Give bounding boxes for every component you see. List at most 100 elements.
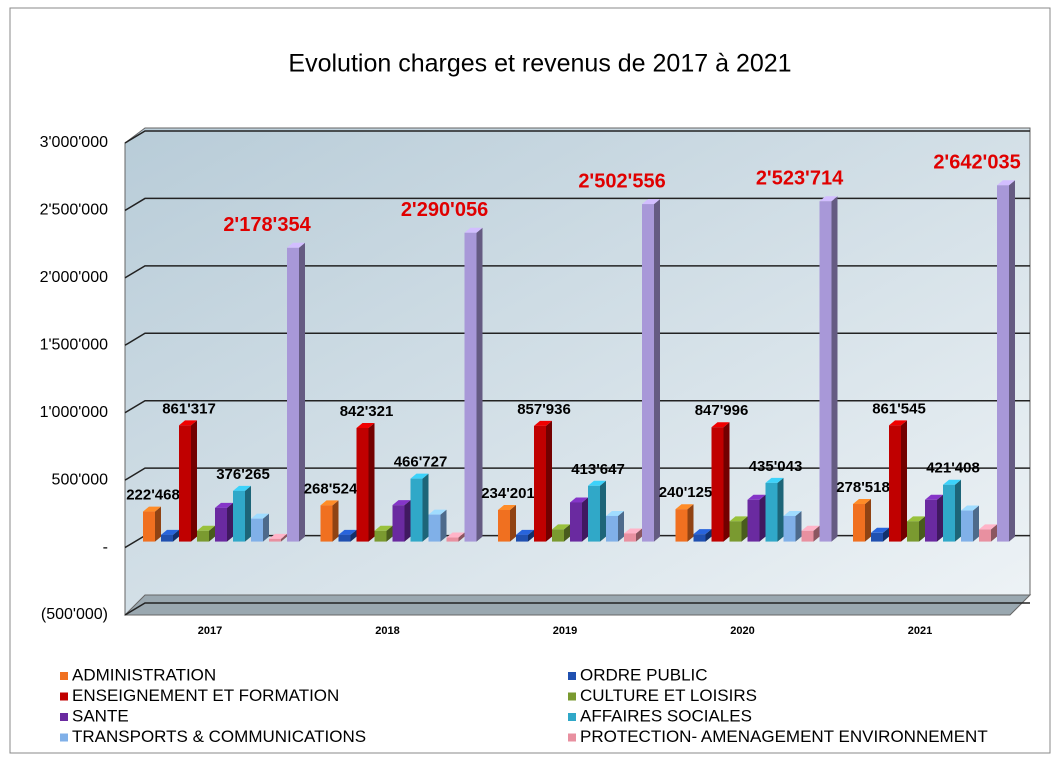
bar-side xyxy=(636,528,642,542)
bar xyxy=(428,514,441,542)
bar xyxy=(251,518,263,542)
bar xyxy=(534,425,546,542)
bar-top xyxy=(338,529,357,535)
bar-top xyxy=(747,494,766,500)
data-label: 861'545 xyxy=(872,400,926,417)
bar xyxy=(747,499,760,542)
bar-side xyxy=(600,480,606,542)
bar xyxy=(374,530,387,542)
bar-side xyxy=(476,227,483,542)
legend-label: SANTE xyxy=(72,706,129,725)
bar-top xyxy=(287,242,305,248)
bar-side xyxy=(299,242,305,542)
bar-top xyxy=(269,533,287,539)
x-tick-label: 2018 xyxy=(375,625,399,637)
bar-side xyxy=(368,422,375,542)
bar xyxy=(338,534,351,542)
back-wall xyxy=(124,127,1031,616)
bar-top xyxy=(765,477,784,483)
bar-side xyxy=(404,500,411,542)
bar xyxy=(961,510,973,542)
frame xyxy=(9,7,1051,754)
bar xyxy=(498,509,510,542)
data-label: 847'996 xyxy=(695,402,749,419)
legend-label: ENSEIGNEMENT ET FORMATION xyxy=(72,686,339,705)
bar xyxy=(516,534,528,542)
bar xyxy=(711,427,724,542)
data-label: 268'524 xyxy=(304,480,358,497)
bar xyxy=(410,478,423,542)
bar-side xyxy=(332,500,339,542)
legend-swatch xyxy=(60,713,68,721)
legend-swatch xyxy=(60,733,68,742)
bar-top xyxy=(356,422,375,428)
bar xyxy=(446,537,459,542)
bar xyxy=(287,247,299,542)
bar xyxy=(871,532,883,542)
bar-top xyxy=(588,480,606,486)
bar-side xyxy=(582,497,588,542)
bar xyxy=(215,507,227,542)
bar-top xyxy=(925,494,943,500)
bar-side xyxy=(546,420,552,542)
data-label: 2'290'056 xyxy=(401,199,488,221)
bar-side xyxy=(813,525,820,542)
bar-top xyxy=(961,505,979,511)
bar xyxy=(320,505,333,542)
y-tick-label: 3'000'000 xyxy=(40,134,109,151)
bar-side xyxy=(458,532,465,542)
bar xyxy=(801,530,814,542)
bar-top xyxy=(819,196,838,202)
bar xyxy=(197,530,209,542)
bar-side xyxy=(227,502,233,542)
bar-top xyxy=(871,527,889,533)
bar-side xyxy=(937,494,943,542)
bar xyxy=(853,504,865,542)
bar-side xyxy=(759,494,766,542)
bar-top xyxy=(410,473,429,479)
bar-side xyxy=(386,525,393,542)
bar-top xyxy=(570,497,588,503)
grid-line xyxy=(124,265,1030,279)
bar-top xyxy=(320,500,339,506)
bar-side xyxy=(741,516,748,542)
bar-side xyxy=(564,524,570,542)
bar xyxy=(570,502,582,542)
bar xyxy=(356,427,369,542)
bar-top xyxy=(979,524,997,530)
bar-side xyxy=(155,506,161,542)
y-tick-label: 2'500'000 xyxy=(40,202,109,219)
bar-top xyxy=(215,502,233,508)
bar-top xyxy=(853,499,871,505)
data-label: 222'468 xyxy=(126,487,180,504)
y-tick-label: - xyxy=(103,539,108,556)
bar-side xyxy=(705,529,712,542)
bar-side xyxy=(618,510,624,542)
bar-top xyxy=(552,524,570,530)
bar-top xyxy=(197,525,215,531)
bar xyxy=(143,511,155,542)
bar-side xyxy=(919,516,925,542)
bar-side xyxy=(973,505,979,542)
data-label: 278'518 xyxy=(836,479,890,496)
legend-label: ORDRE PUBLIC xyxy=(580,665,708,684)
floor xyxy=(123,594,1032,616)
bar xyxy=(889,425,901,542)
data-label: 842'321 xyxy=(340,403,394,420)
legend-swatch xyxy=(568,672,576,680)
legend-label: PROTECTION- AMENAGEMENT ENVIRONNEMENT xyxy=(580,727,988,746)
legend-label: CULTURE ET LOISIRS xyxy=(580,686,757,705)
y-tick-label: (500'000) xyxy=(41,606,108,623)
bar-side xyxy=(687,504,694,542)
bar-top xyxy=(729,516,748,522)
bar-top xyxy=(179,420,197,426)
bar xyxy=(819,201,832,542)
x-tick-label: 2021 xyxy=(908,625,932,637)
bar xyxy=(606,515,618,542)
bar xyxy=(979,529,991,542)
bar-side xyxy=(1009,180,1015,542)
bar-side xyxy=(795,510,802,542)
legend-swatch xyxy=(568,713,576,721)
bar xyxy=(179,425,191,542)
data-label: 466'727 xyxy=(394,454,448,471)
